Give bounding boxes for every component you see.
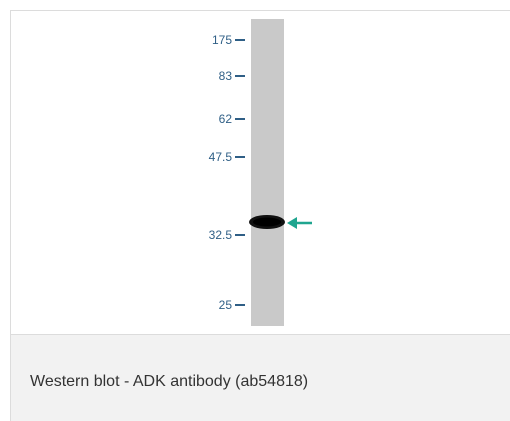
blot-lane (251, 19, 284, 326)
band-arrow-icon (287, 217, 312, 229)
marker-label: 25 (219, 298, 233, 312)
western-blot-image: 175 83 62 47.5 32.5 (209, 19, 312, 326)
marker-175: 175 (212, 33, 245, 47)
marker-ladder: 175 83 62 47.5 32.5 (209, 33, 245, 312)
marker-47-5: 47.5 (209, 150, 245, 164)
marker-label: 47.5 (209, 150, 233, 164)
marker-62: 62 (219, 112, 245, 126)
caption-bar: Western blot - ADK antibody (ab54818) (11, 335, 510, 421)
marker-83: 83 (219, 69, 245, 83)
marker-label: 175 (212, 33, 232, 47)
protein-band-core (253, 217, 281, 227)
western-blot-figure[interactable]: 175 83 62 47.5 32.5 (11, 11, 510, 335)
marker-label: 32.5 (209, 228, 233, 242)
image-card: 175 83 62 47.5 32.5 (10, 10, 510, 421)
marker-25: 25 (219, 298, 245, 312)
image-caption: Western blot - ADK antibody (ab54818) (30, 373, 309, 390)
marker-32-5: 32.5 (209, 228, 245, 242)
marker-label: 62 (219, 112, 233, 126)
marker-label: 83 (219, 69, 233, 83)
